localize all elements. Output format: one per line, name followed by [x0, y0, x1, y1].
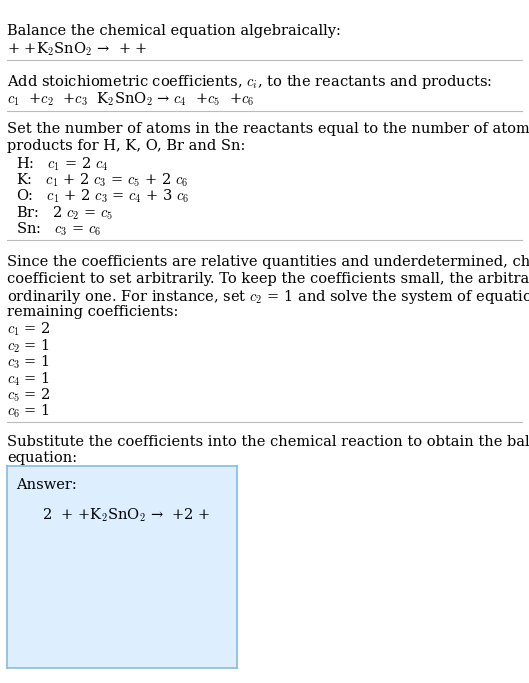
Text: Set the number of atoms in the reactants equal to the number of atoms in the: Set the number of atoms in the reactants… — [7, 122, 529, 135]
Text: $c_5$ = 2: $c_5$ = 2 — [7, 387, 51, 404]
Text: Since the coefficients are relative quantities and underdetermined, choose a: Since the coefficients are relative quan… — [7, 255, 529, 269]
Text: $c_1$  +$c_2$  +$c_3$  K$_2$SnO$_2$ → $c_4$  +$c_5$  +$c_6$: $c_1$ +$c_2$ +$c_3$ K$_2$SnO$_2$ → $c_4$… — [7, 90, 254, 108]
Text: coefficient to set arbitrarily. To keep the coefficients small, the arbitrary va: coefficient to set arbitrarily. To keep … — [7, 272, 529, 285]
Text: Add stoichiometric coefficients, $c_i$, to the reactants and products:: Add stoichiometric coefficients, $c_i$, … — [7, 73, 492, 91]
Text: equation:: equation: — [7, 451, 77, 465]
Text: $c_2$ = 1: $c_2$ = 1 — [7, 337, 50, 355]
Text: Balance the chemical equation algebraically:: Balance the chemical equation algebraica… — [7, 24, 341, 38]
Text: O:   $c_1$ + 2 $c_3$ = $c_4$ + 3 $c_6$: O: $c_1$ + 2 $c_3$ = $c_4$ + 3 $c_6$ — [16, 188, 189, 206]
Text: Br:   2 $c_2$ = $c_5$: Br: 2 $c_2$ = $c_5$ — [16, 204, 113, 222]
Text: $c_3$ = 1: $c_3$ = 1 — [7, 354, 50, 372]
Text: ordinarily one. For instance, set $c_2$ = 1 and solve the system of equations fo: ordinarily one. For instance, set $c_2$ … — [7, 288, 529, 306]
Text: Answer:: Answer: — [16, 478, 77, 492]
Text: K:   $c_1$ + 2 $c_3$ = $c_5$ + 2 $c_6$: K: $c_1$ + 2 $c_3$ = $c_5$ + 2 $c_6$ — [16, 171, 188, 189]
Text: $c_6$ = 1: $c_6$ = 1 — [7, 403, 50, 421]
Text: $c_4$ = 1: $c_4$ = 1 — [7, 370, 50, 388]
Text: Substitute the coefficients into the chemical reaction to obtain the balanced: Substitute the coefficients into the che… — [7, 435, 529, 449]
Text: H:   $c_1$ = 2 $c_4$: H: $c_1$ = 2 $c_4$ — [16, 155, 108, 173]
Text: remaining coefficients:: remaining coefficients: — [7, 305, 178, 318]
Text: products for H, K, O, Br and Sn:: products for H, K, O, Br and Sn: — [7, 139, 245, 152]
Text: + +K$_2$SnO$_2$ →  + +: + +K$_2$SnO$_2$ → + + — [7, 41, 148, 59]
Text: $c_1$ = 2: $c_1$ = 2 — [7, 321, 51, 339]
Text: 2  + +K$_2$SnO$_2$ →  +2 +: 2 + +K$_2$SnO$_2$ → +2 + — [42, 507, 211, 525]
Text: Sn:   $c_3$ = $c_6$: Sn: $c_3$ = $c_6$ — [16, 221, 101, 238]
